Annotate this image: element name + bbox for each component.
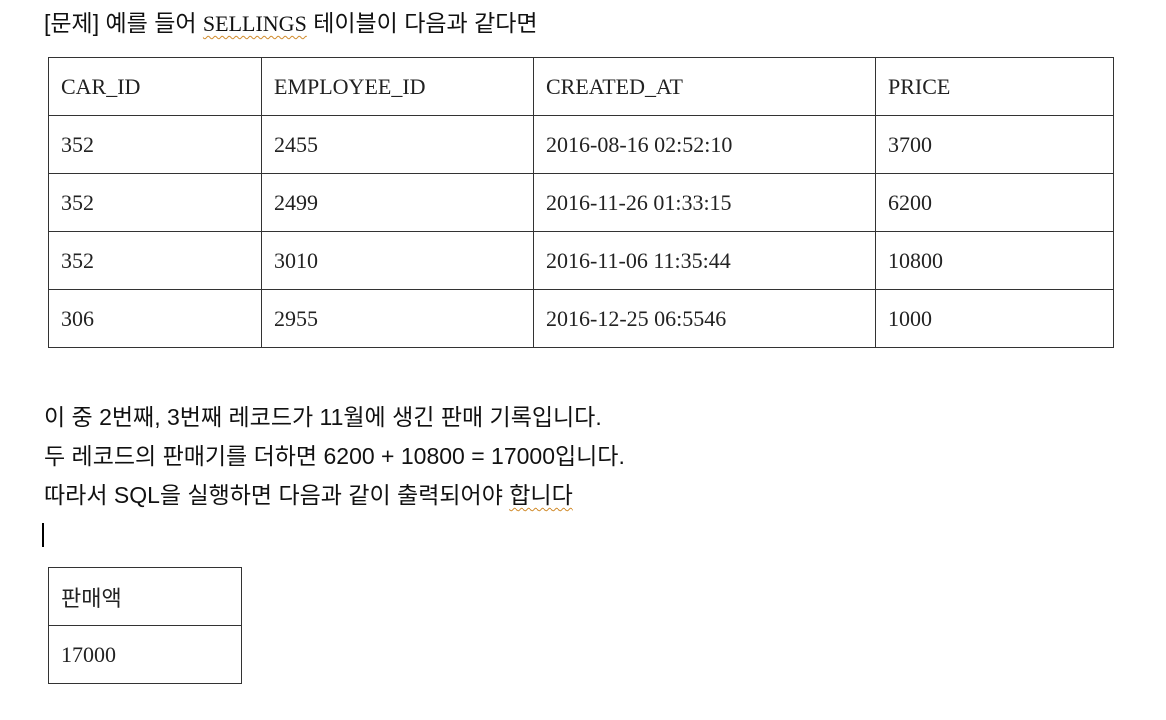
cell-created-at: 2016-12-25 06:5546	[533, 289, 876, 348]
result-value-cell: 17000	[48, 625, 242, 684]
column-header-car-id: CAR_ID	[48, 57, 262, 116]
explanation-line-1: 이 중 2번째, 3번째 레코드가 11월에 생긴 판매 기록입니다.	[44, 404, 602, 430]
table-row: 17000	[48, 625, 242, 684]
cell-price: 3700	[875, 115, 1114, 174]
sellings-table: CAR_ID EMPLOYEE_ID CREATED_AT PRICE 352 …	[48, 57, 1114, 348]
result-table: 판매액 17000	[48, 567, 242, 684]
column-header-employee-id: EMPLOYEE_ID	[261, 57, 534, 116]
result-header-row: 판매액	[48, 567, 242, 626]
explanation-line-3-text: 따라서 SQL을 실행하면 다음과 같이 출력되어야	[44, 482, 510, 508]
cell-employee-id: 3010	[261, 231, 534, 290]
cell-created-at: 2016-08-16 02:52:10	[533, 115, 876, 174]
table-row: 306 2955 2016-12-25 06:5546 1000	[48, 289, 1114, 348]
result-column-header: 판매액	[48, 567, 242, 626]
cell-car-id: 352	[48, 173, 262, 232]
cell-car-id: 352	[48, 115, 262, 174]
cell-created-at: 2016-11-06 11:35:44	[533, 231, 876, 290]
explanation-line-3-flagged-word: 합니다	[509, 482, 573, 508]
heading-suffix: 테이블이 다음과 같다면	[306, 10, 538, 36]
cell-employee-id: 2499	[261, 173, 534, 232]
cell-employee-id: 2955	[261, 289, 534, 348]
cell-car-id: 352	[48, 231, 262, 290]
cell-car-id: 306	[48, 289, 262, 348]
table-header-row: CAR_ID EMPLOYEE_ID CREATED_AT PRICE	[48, 57, 1114, 116]
cell-employee-id: 2455	[261, 115, 534, 174]
explanation-line-3: 따라서 SQL을 실행하면 다음과 같이 출력되어야 합니다	[44, 481, 573, 509]
column-header-created-at: CREATED_AT	[533, 57, 876, 116]
cell-created-at: 2016-11-26 01:33:15	[533, 173, 876, 232]
heading-table-name: SELLINGS	[202, 11, 307, 36]
explanation-line-2: 두 레코드의 판매기를 더하면 6200 + 10800 = 17000입니다.	[44, 443, 625, 469]
cell-price: 6200	[875, 173, 1114, 232]
text-cursor[interactable]	[42, 523, 44, 547]
problem-heading: [문제] 예를 들어 SELLINGS 테이블이 다음과 같다면	[44, 9, 538, 38]
cell-price: 10800	[875, 231, 1114, 290]
column-header-price: PRICE	[875, 57, 1114, 116]
table-row: 352 2455 2016-08-16 02:52:10 3700	[48, 115, 1114, 174]
table-row: 352 3010 2016-11-06 11:35:44 10800	[48, 231, 1114, 290]
cell-price: 1000	[875, 289, 1114, 348]
heading-prefix: [문제] 예를 들어	[44, 10, 203, 36]
table-row: 352 2499 2016-11-26 01:33:15 6200	[48, 173, 1114, 232]
